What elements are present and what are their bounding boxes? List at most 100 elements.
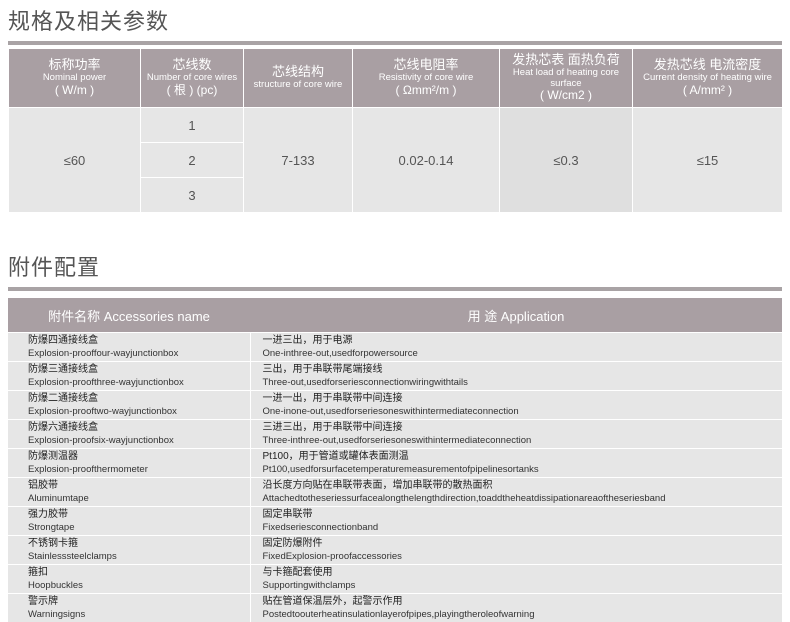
header-application: 用 途 Application — [250, 298, 782, 333]
en-text: One-inone-out,usedforseriesoneswithinter… — [263, 405, 783, 418]
cn-text: 一进一出，用于串联带中间连接 — [263, 392, 783, 405]
divider — [8, 287, 782, 291]
en-text: Three-inthree-out,usedforseriesoneswithi… — [263, 434, 783, 447]
en-text: Explosion-proofsix-wayjunctionbox — [28, 434, 250, 447]
wires-value: 1 — [141, 108, 244, 143]
cn-text: 箍扣 — [28, 566, 250, 579]
cn-text: 贴在管道保温层外，起警示作用 — [263, 595, 783, 608]
wires-value: 2 — [141, 143, 244, 178]
en-text: Hoopbuckles — [28, 579, 250, 592]
header-cn: 芯线结构 — [244, 65, 352, 80]
cn-text: 一进三出，用于电源 — [263, 334, 783, 347]
en-text: Explosion-proofthree-wayjunctionbox — [28, 376, 250, 389]
en-text: Explosion-prooftwo-wayjunctionbox — [28, 405, 250, 418]
cn-text: 与卡箍配套使用 — [263, 566, 783, 579]
power-value: ≤60 — [9, 108, 141, 213]
en-text: Explosion-prooffour-wayjunctionbox — [28, 347, 250, 360]
divider — [8, 41, 782, 45]
wires-value: 3 — [141, 178, 244, 213]
cn-text: 强力胶带 — [28, 508, 250, 521]
header-unit: ( W/cm2 ) — [500, 89, 632, 103]
cn-text: 防爆三通接线盒 — [28, 363, 250, 376]
header-en: structure of core wire — [244, 80, 352, 91]
cn-text: 防爆四通接线盒 — [28, 334, 250, 347]
structure-value: 7-133 — [244, 108, 353, 213]
header-cn: 发热芯线 电流密度 — [633, 58, 782, 73]
cn-text: 防爆测温器 — [28, 450, 250, 463]
en-text: Three-out,usedforseriesconnectionwiringw… — [263, 376, 783, 389]
header-cn: 发热芯表 面热负荷 — [500, 53, 632, 68]
cn-text: 三进三出，用于串联带中间连接 — [263, 421, 783, 434]
header-unit: ( Ωmm²/m ) — [353, 84, 499, 98]
cn-text: 固定防爆附件 — [263, 537, 783, 550]
accessories-section-title: 附件配置 — [8, 250, 100, 282]
en-text: FixedExplosion-proofaccessories — [263, 550, 783, 563]
spec-section-title: 规格及相关参数 — [8, 4, 169, 36]
en-text: Aluminumtape — [28, 492, 250, 505]
header-cn: 芯线数 — [141, 58, 243, 73]
en-text: Supportingwithclamps — [263, 579, 783, 592]
cn-text: 防爆二通接线盒 — [28, 392, 250, 405]
header-unit: ( A/mm² ) — [633, 84, 782, 98]
cn-text: Pt100，用于管道或罐体表面测温 — [263, 450, 783, 463]
en-text: One-inthree-out,usedforpowersource — [263, 347, 783, 360]
en-text: Warningsigns — [28, 608, 250, 621]
header-en: Heat load of heating core surface — [500, 68, 632, 90]
en-text: Strongtape — [28, 521, 250, 534]
header-unit: ( 根 ) (pc) — [141, 84, 243, 98]
cn-text: 铝胶带 — [28, 479, 250, 492]
resistivity-value: 0.02-0.14 — [353, 108, 500, 213]
en-text: Fixedseriesconnectionband — [263, 521, 783, 534]
cn-text: 沿长度方向贴在串联带表面，增加串联带的散热面积 — [263, 479, 783, 492]
en-text: Attachedtotheseriessurfacealongthelength… — [263, 492, 783, 505]
header-cn: 芯线电阻率 — [353, 58, 499, 73]
en-text: Explosion-proofthermometer — [28, 463, 250, 476]
cn-text: 不锈钢卡箍 — [28, 537, 250, 550]
en-text: Pt100,usedforsurfacetemperaturemeasureme… — [263, 463, 783, 476]
accessories-table: 附件名称 Accessories name 用 途 Application 防爆… — [8, 298, 782, 622]
cn-text: 防爆六通接线盒 — [28, 421, 250, 434]
header-cn: 标称功率 — [9, 58, 140, 73]
header-unit: ( W/m ) — [9, 84, 140, 98]
cn-text: 固定串联带 — [263, 508, 783, 521]
en-text: Stainlesssteelclamps — [28, 550, 250, 563]
current-density-value: ≤15 — [633, 108, 783, 213]
cn-text: 警示牌 — [28, 595, 250, 608]
cn-text: 三出，用于串联带尾端接线 — [263, 363, 783, 376]
header-name: 附件名称 Accessories name — [8, 298, 250, 333]
heat-load-value: ≤0.3 — [500, 108, 633, 213]
